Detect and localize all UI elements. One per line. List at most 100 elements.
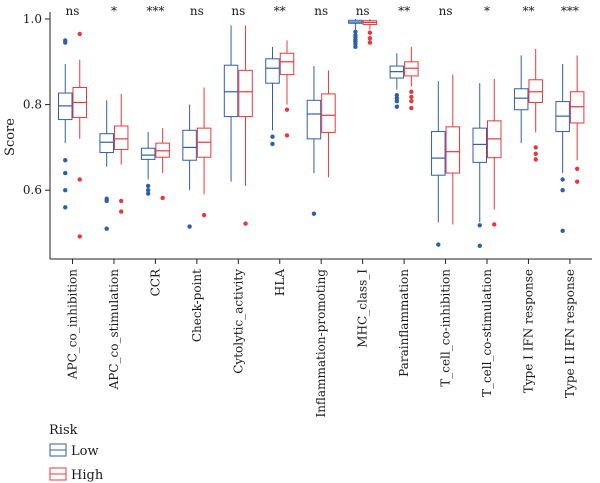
y-axis-label: Score [3, 118, 18, 156]
x-tick-label: HLA [273, 269, 287, 296]
x-tick-label: Inflammation-promoting [314, 269, 328, 418]
y-tick-label: 1.0 [23, 12, 42, 26]
outlier-point [533, 151, 538, 157]
significance-label: *** [146, 4, 164, 18]
outlier-point [409, 105, 414, 111]
legend-title: Risk [49, 423, 78, 438]
box-iqr [306, 99, 322, 140]
outlier-point [119, 198, 124, 204]
x-tick-label: Cytolytic_activity [231, 269, 245, 374]
legend-item-low: Low [49, 443, 99, 459]
box-high [487, 78, 502, 227]
box-high [321, 70, 336, 178]
outlier-point [353, 44, 358, 50]
outlier-point [270, 141, 275, 147]
box-low [306, 66, 322, 216]
box-low [223, 25, 239, 182]
box-iqr [431, 131, 446, 176]
x-tick-label: CCR [148, 268, 162, 296]
significance-label: ** [398, 4, 410, 18]
outlier-point [574, 166, 580, 171]
outlier-point [145, 188, 151, 193]
box-iqr [223, 64, 239, 118]
y-axis-ticks: 0.6 0.8 1.0 [23, 12, 50, 197]
outlier-point [560, 177, 565, 182]
significance-label: * [111, 4, 117, 18]
outlier-point [367, 30, 373, 35]
box-low [182, 104, 197, 229]
significance-label: ** [274, 4, 286, 18]
outlier-point [63, 40, 68, 45]
outlier-point [311, 211, 317, 216]
box-iqr [528, 79, 543, 103]
outlier-point [77, 234, 82, 239]
x-tick-label: MHC_class_I [356, 269, 370, 348]
legend-label: High [71, 468, 104, 483]
x-tick-labels: APC_co_inhibition APC_co_stimulation CCR Ch… [66, 259, 577, 418]
box-high [238, 25, 253, 226]
x-tick-label: Type II IFN response [563, 269, 577, 398]
box-iqr [569, 91, 585, 124]
significance-label: ns [439, 4, 453, 18]
significance-label: ns [314, 4, 328, 18]
legend-item-high: High [49, 467, 104, 483]
box-high [569, 55, 585, 184]
box-high [279, 40, 295, 138]
y-tick-label: 0.8 [23, 98, 42, 112]
outlier-point [533, 157, 538, 162]
x-tick-label: APC_co_inhibition [66, 269, 80, 380]
box-iqr [279, 52, 295, 76]
outlier-point [63, 188, 68, 193]
box-low [348, 19, 363, 50]
outlier-point [160, 195, 165, 201]
outlier-point [409, 89, 414, 94]
outlier-point [63, 158, 68, 163]
outlier-point [145, 191, 151, 196]
outlier-point [104, 198, 109, 204]
legend-label: Low [71, 444, 99, 459]
box-iqr [99, 133, 114, 154]
box-low [99, 100, 114, 231]
outlier-point [436, 242, 441, 247]
outlier-point [63, 170, 68, 176]
box-low [431, 81, 446, 247]
box-high [155, 128, 170, 201]
outlier-point [560, 188, 565, 193]
boxes [58, 19, 585, 249]
box-high [72, 31, 87, 239]
outlier-point [119, 209, 124, 214]
box-iqr [155, 142, 170, 158]
significance-label: ns [231, 4, 245, 18]
box-high [528, 48, 543, 162]
box-iqr [404, 61, 419, 77]
x-tick-label: T_cell_co-inhibition [439, 269, 453, 387]
box-iqr [265, 58, 280, 84]
box-high [113, 93, 129, 214]
outlier-point [367, 36, 373, 41]
outlier-point [63, 205, 68, 210]
box-low [472, 83, 487, 249]
outlier-point [187, 224, 192, 229]
outlier-point [367, 40, 373, 45]
outlier-point [270, 134, 275, 139]
box-low [389, 53, 405, 109]
x-tick-label: Parainflammation [397, 269, 411, 377]
significance-labels: ns * *** ns ns ** ns ns ** ns * ** *** [66, 4, 579, 18]
box-iqr [321, 93, 336, 133]
box-iqr [182, 129, 197, 161]
box-low [265, 46, 280, 147]
outlier-point [533, 145, 538, 150]
box-low [140, 131, 156, 196]
x-tick-label: Type I IFN response [521, 269, 535, 393]
outlier-point [284, 107, 290, 112]
x-tick-label: APC_co_stimulation [107, 269, 121, 391]
significance-label: ns [190, 4, 204, 18]
box-iqr [472, 127, 487, 163]
box-low [555, 63, 570, 234]
box-iqr [113, 125, 129, 151]
outlier-point [409, 94, 414, 100]
outlier-point [104, 226, 109, 231]
box-low [58, 38, 73, 210]
outlier-point [243, 221, 248, 226]
outlier-point [353, 29, 358, 35]
